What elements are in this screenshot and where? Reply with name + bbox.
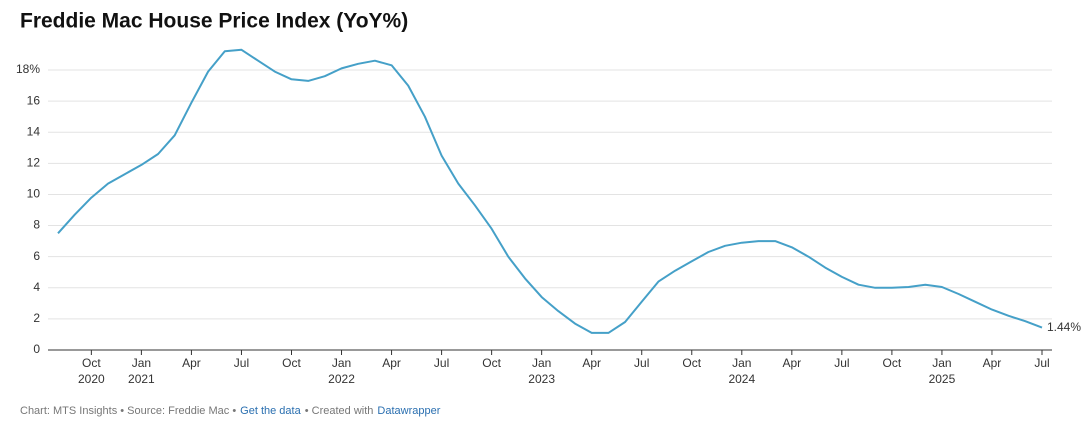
x-tick-label: Jul xyxy=(634,356,649,370)
y-tick-label: 14 xyxy=(27,124,41,138)
x-tick-year: 2025 xyxy=(929,372,956,386)
y-tick-label: 6 xyxy=(33,249,40,263)
x-tick-label: Apr xyxy=(182,356,201,370)
x-tick-year: 2024 xyxy=(728,372,755,386)
value-label: 1.44% xyxy=(1047,320,1081,334)
tool-link[interactable]: Datawrapper xyxy=(377,405,440,417)
y-tick-label: 18% xyxy=(16,62,40,76)
chart-title: Freddie Mac House Price Index (YoY%) xyxy=(20,10,408,33)
y-tick-label: 2 xyxy=(33,311,40,325)
footer-created: • Created with xyxy=(305,405,374,417)
x-tick-label: Apr xyxy=(582,356,601,370)
x-tick-label: Jan xyxy=(332,356,351,370)
x-tick-label: Apr xyxy=(782,356,801,370)
x-tick-label: Oct xyxy=(482,356,501,370)
x-tick-label: Jul xyxy=(434,356,449,370)
y-tick-label: 4 xyxy=(33,280,40,294)
y-tick-label: 10 xyxy=(27,187,41,201)
x-tick-label: Oct xyxy=(282,356,301,370)
line xyxy=(57,48,1043,334)
x-tick-label: Jul xyxy=(234,356,249,370)
x-tick-label: Jan xyxy=(132,356,151,370)
x-tick-year: 2020 xyxy=(78,372,105,386)
get-data-link[interactable]: Get the data xyxy=(240,405,301,417)
x-tick-label: Oct xyxy=(883,356,902,370)
x-tick-label: Apr xyxy=(983,356,1002,370)
x-tick-label: Oct xyxy=(82,356,101,370)
x-tick-year: 2022 xyxy=(328,372,355,386)
x-tick-label: Jan xyxy=(532,356,551,370)
y-tick-label: 8 xyxy=(33,218,40,232)
x-tick-label: Jul xyxy=(1034,356,1049,370)
y-tick-label: 0 xyxy=(33,342,40,356)
x-tick-year: 2023 xyxy=(528,372,555,386)
y-tick-label: 16 xyxy=(27,93,41,107)
x-tick-label: Jul xyxy=(834,356,849,370)
y-tick-label: 12 xyxy=(27,156,41,170)
footer-credit: Chart: MTS Insights • Source: Freddie Ma… xyxy=(20,405,236,417)
x-tick-label: Oct xyxy=(682,356,701,370)
x-tick-label: Apr xyxy=(382,356,401,370)
x-tick-label: Jan xyxy=(932,356,951,370)
x-tick-year: 2021 xyxy=(128,372,155,386)
x-tick-label: Jan xyxy=(732,356,751,370)
